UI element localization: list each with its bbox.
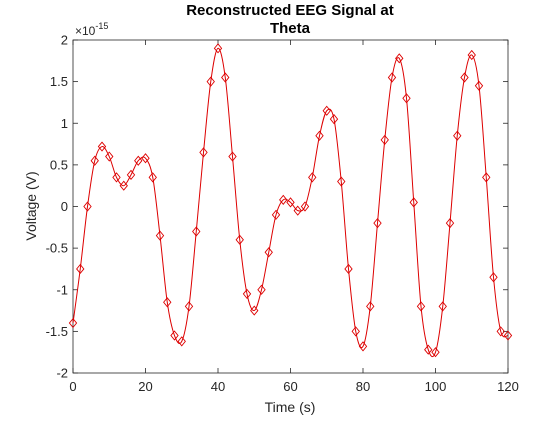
y-exponent-base: ×10 <box>75 24 96 38</box>
data-point-marker <box>271 209 281 220</box>
data-point-marker <box>482 172 491 183</box>
data-point-marker <box>112 172 121 183</box>
data-point-marker <box>199 147 208 158</box>
data-point-marker <box>170 330 179 341</box>
data-point-marker <box>257 284 266 295</box>
data-point-marker <box>97 141 107 152</box>
data-point-marker <box>105 151 114 162</box>
data-point-marker <box>322 105 331 116</box>
data-point-marker <box>300 201 310 212</box>
x-tick-label: 60 <box>283 379 297 394</box>
data-point-marker <box>293 205 302 216</box>
data-point-marker <box>409 197 418 208</box>
data-point-marker <box>235 234 244 245</box>
y-tick-label: -2 <box>56 366 68 381</box>
data-point-marker <box>453 130 462 141</box>
x-tick-label: 120 <box>497 379 519 394</box>
data-point-marker <box>424 344 433 355</box>
data-point-marker <box>206 76 215 87</box>
data-point-marker <box>126 169 136 180</box>
data-point-marker <box>496 326 505 337</box>
data-point-marker <box>489 272 498 283</box>
x-axis-ticks: 0 20 40 60 80 100 120 <box>69 40 519 394</box>
data-point-marker <box>416 301 426 312</box>
data-point-marker <box>503 330 513 341</box>
series-layer <box>72 47 509 358</box>
data-point-marker <box>264 247 273 258</box>
data-point-marker <box>68 317 78 329</box>
y-tick-label: -1.5 <box>46 324 68 339</box>
data-point-marker <box>134 155 143 166</box>
data-point-marker <box>184 301 194 312</box>
y-axis-label: Voltage (V) <box>23 171 39 240</box>
data-point-marker <box>387 72 397 83</box>
data-point-marker <box>90 155 99 166</box>
y-axis-ticks: -2 -1.5 -1 -0.5 0 0.5 1 1.5 2 <box>46 33 508 381</box>
x-tick-label: 20 <box>138 379 152 394</box>
data-point-marker <box>242 288 252 300</box>
chart-title-line-1: Reconstructed EEG Signal at <box>186 2 394 19</box>
data-point-marker <box>431 347 440 358</box>
data-point-marker <box>467 49 476 61</box>
data-point-marker <box>337 176 346 187</box>
data-point-marker <box>163 297 172 308</box>
y-tick-label: 1 <box>61 116 68 131</box>
series-line <box>72 47 509 358</box>
y-tick-label: 2 <box>61 33 68 48</box>
data-point-marker <box>351 326 360 337</box>
data-point-marker <box>344 263 353 275</box>
marker-layer <box>68 43 513 358</box>
data-point-marker <box>445 218 455 229</box>
data-point-marker <box>148 172 157 183</box>
data-point-marker <box>192 226 201 237</box>
data-point-marker <box>438 301 447 312</box>
y-exponent-label: ×10-15 <box>75 21 108 38</box>
y-tick-label: 0.5 <box>50 157 68 172</box>
x-tick-label: 0 <box>69 379 76 394</box>
x-tick-label: 100 <box>425 379 447 394</box>
data-point-marker <box>155 230 165 241</box>
data-point-marker <box>141 153 150 164</box>
y-tick-label: -1 <box>56 282 68 297</box>
data-point-marker <box>221 72 230 83</box>
data-point-marker <box>329 113 339 125</box>
y-exponent-power: -15 <box>95 21 108 31</box>
y-tick-label: 0 <box>61 199 68 214</box>
data-point-marker <box>358 341 368 352</box>
data-point-marker <box>213 43 223 54</box>
data-point-marker <box>395 53 404 64</box>
data-point-marker <box>474 80 484 91</box>
data-point-marker <box>119 180 128 191</box>
x-tick-label: 80 <box>356 379 370 394</box>
data-point-marker <box>228 151 237 162</box>
data-point-marker <box>76 263 85 275</box>
data-point-marker <box>402 93 411 104</box>
chart-title-line-2: Theta <box>270 20 311 37</box>
data-point-marker <box>286 197 295 208</box>
y-tick-label: 1.5 <box>50 74 68 89</box>
data-point-marker <box>366 301 375 312</box>
data-point-marker <box>380 134 389 146</box>
data-point-marker <box>315 130 324 141</box>
data-point-marker <box>373 218 382 229</box>
x-axis-label: Time (s) <box>265 399 316 415</box>
y-tick-label: -0.5 <box>46 241 68 256</box>
data-point-marker <box>250 305 259 316</box>
x-tick-label: 40 <box>211 379 225 394</box>
data-point-marker <box>308 172 317 183</box>
data-point-marker <box>177 336 186 347</box>
data-point-marker <box>279 194 288 205</box>
data-point-marker <box>460 72 469 83</box>
data-point-marker <box>83 201 92 212</box>
